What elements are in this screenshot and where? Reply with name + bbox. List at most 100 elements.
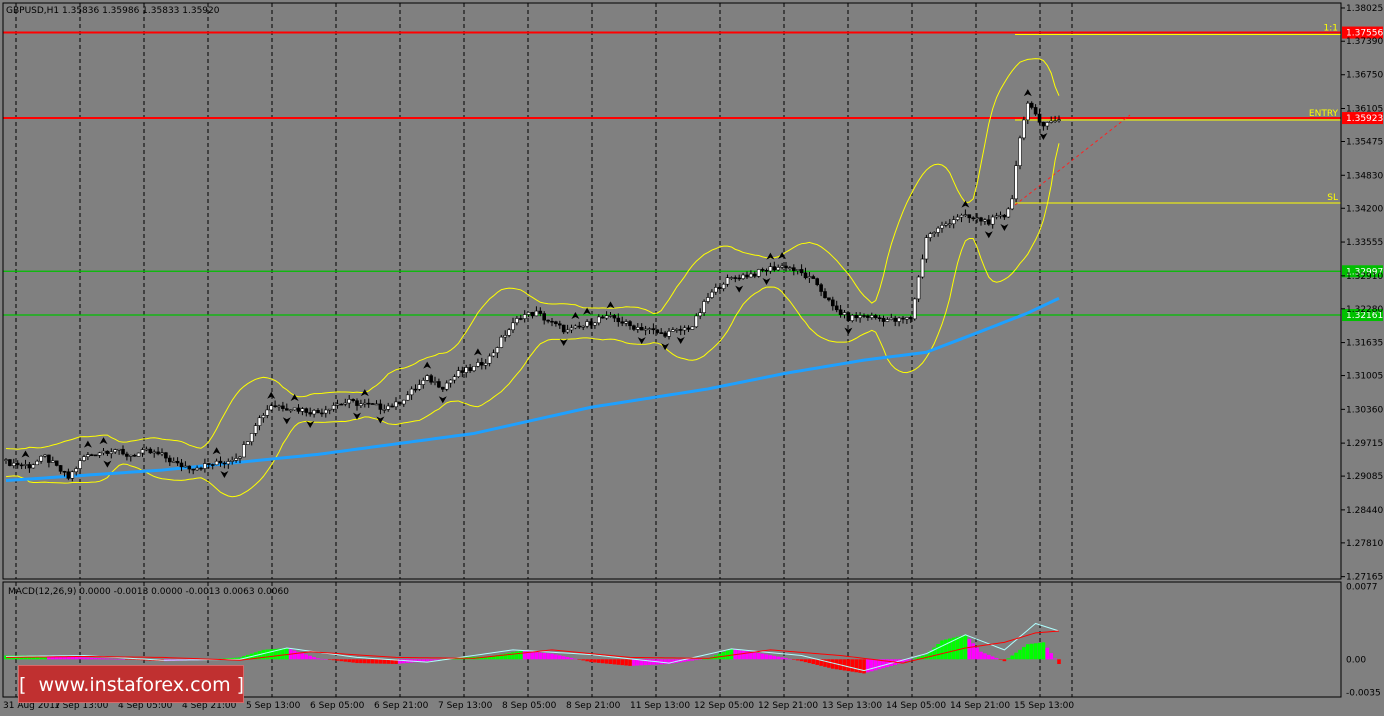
macd-histogram-bar xyxy=(846,659,851,672)
candle-body xyxy=(54,460,59,466)
candle-body xyxy=(830,299,835,307)
candle-body xyxy=(772,266,777,271)
macd-histogram-bar xyxy=(242,656,246,660)
macd-histogram-bar xyxy=(667,659,671,665)
y-tick-label: 1.34200 xyxy=(1346,204,1383,214)
candle-body xyxy=(955,216,960,220)
candle-body xyxy=(199,467,203,470)
candle-body xyxy=(113,449,117,453)
macd-histogram-bar xyxy=(725,650,730,660)
macd-histogram-bar xyxy=(238,657,242,660)
candle-body xyxy=(565,329,570,333)
x-tick-label: 8 Sep 05:00 xyxy=(502,701,557,711)
candle-body xyxy=(760,269,765,271)
y-tick-label: 1.29085 xyxy=(1346,472,1383,482)
candle-body xyxy=(242,444,246,458)
macd-histogram-bar xyxy=(628,659,632,666)
macd-histogram-bar xyxy=(70,656,75,660)
macd-histogram-bar xyxy=(698,659,702,660)
candle-body xyxy=(433,381,437,383)
candle-body xyxy=(846,312,851,321)
candle-body xyxy=(912,298,917,320)
fractal-down xyxy=(762,278,771,286)
macd-histogram-bar xyxy=(979,651,983,660)
candle-body xyxy=(643,328,648,331)
fractal-up xyxy=(21,450,30,458)
macd-histogram-bar xyxy=(136,659,141,661)
macd-histogram-bar xyxy=(339,659,344,662)
level-price-box xyxy=(1342,309,1383,322)
macd-histogram-bar xyxy=(756,653,761,660)
candle-body xyxy=(635,326,640,330)
candle-body xyxy=(39,455,43,462)
candle-body xyxy=(187,465,192,470)
macd-histogram-bar xyxy=(277,648,281,660)
macd-panel xyxy=(4,622,1061,674)
candle-body xyxy=(70,471,75,479)
macd-histogram-bar xyxy=(823,659,827,667)
candle-body xyxy=(343,402,348,405)
candle-body xyxy=(784,265,788,269)
candle-body xyxy=(639,326,644,331)
fractal-up xyxy=(961,200,970,208)
candle-body xyxy=(526,312,531,315)
macd-histogram-bar xyxy=(569,657,574,660)
candle-body xyxy=(1033,107,1038,115)
macd-histogram-bar xyxy=(125,659,129,660)
candle-body xyxy=(152,451,156,454)
candle-body xyxy=(776,267,781,271)
candle-body xyxy=(277,405,281,408)
level-price-label: 1.37556 xyxy=(1346,29,1383,39)
candle-body xyxy=(31,464,36,469)
macd-histogram-bar xyxy=(90,657,94,660)
candle-body xyxy=(834,305,839,311)
macd-histogram-bar xyxy=(308,655,312,660)
candle-body xyxy=(807,276,812,279)
macd-histogram-bar xyxy=(1002,659,1007,662)
candle-body xyxy=(448,379,453,384)
candle-body xyxy=(710,291,714,298)
candle-body xyxy=(729,277,734,279)
candle-body xyxy=(140,449,145,454)
macd-histogram-bar xyxy=(850,659,855,672)
macd-histogram-bar xyxy=(526,651,531,660)
candle-body xyxy=(788,267,792,269)
candle-body xyxy=(421,380,426,385)
macd-histogram-bar xyxy=(784,658,788,660)
level-price-label: 1.32997 xyxy=(1346,267,1383,277)
macd-histogram-bar xyxy=(776,656,780,660)
fractal-up xyxy=(212,447,221,455)
macd-histogram-bar xyxy=(987,654,991,660)
candle-body xyxy=(768,266,773,272)
candle-body xyxy=(472,366,476,372)
candle-body xyxy=(222,462,227,465)
macd-histogram-bar xyxy=(82,657,86,660)
macd-histogram-bar xyxy=(932,647,936,660)
candle-body xyxy=(62,471,67,473)
macd-histogram-bar xyxy=(581,659,585,661)
level-price-box xyxy=(1342,112,1383,125)
candle-body xyxy=(401,399,406,405)
macd-histogram-bar xyxy=(1057,659,1061,665)
candle-body xyxy=(971,217,976,220)
macd-tick-label: 0.0077 xyxy=(1346,583,1378,593)
candle-body xyxy=(300,408,305,412)
candle-body xyxy=(249,433,254,443)
candle-body xyxy=(339,403,344,406)
candle-body xyxy=(589,321,593,326)
macd-histogram-bar xyxy=(639,659,644,666)
candle-body xyxy=(916,276,921,300)
candle-body xyxy=(897,317,901,322)
macd-histogram-bar xyxy=(417,659,422,662)
y-tick-label: 1.33555 xyxy=(1346,238,1383,248)
candle-body xyxy=(292,407,297,411)
candle-body xyxy=(557,323,562,326)
macd-histogram-bar xyxy=(694,659,699,661)
macd-histogram-bar xyxy=(643,659,648,666)
macd-histogram-bar xyxy=(347,659,351,663)
watermark-badge[interactable]: [ www.instaforex.com ] xyxy=(18,665,244,703)
candle-body xyxy=(66,471,71,479)
macd-histogram-bar xyxy=(1026,644,1030,660)
level-price-label: 1.32161 xyxy=(1346,311,1383,321)
